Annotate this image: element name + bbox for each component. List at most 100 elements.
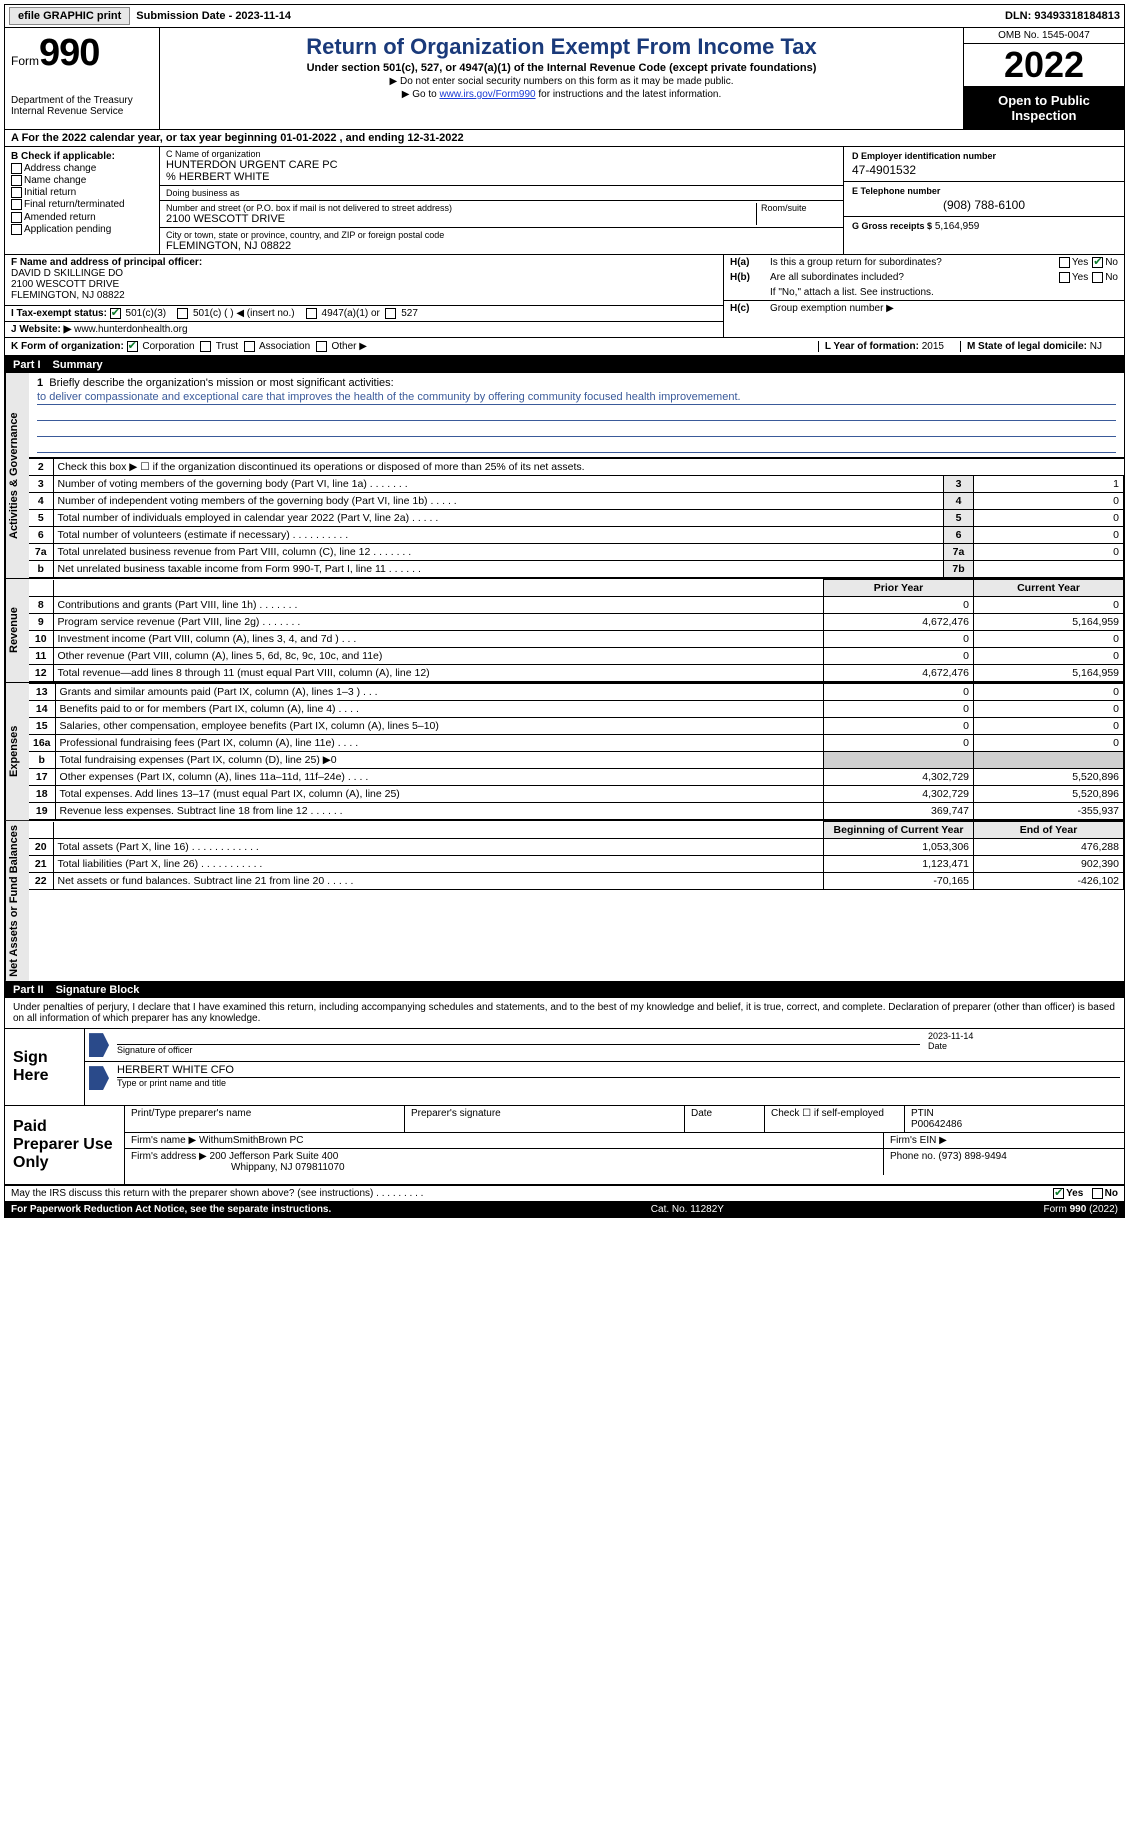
hint-suffix: for instructions and the latest informat…: [536, 89, 722, 100]
table-row: 2 Check this box ▶ ☐ if the organization…: [29, 459, 1124, 476]
row-f: F Name and address of principal officer:…: [5, 255, 723, 306]
hint-prefix: ▶ Go to: [402, 89, 440, 100]
officer-sig-field[interactable]: Signature of officer: [113, 1029, 924, 1061]
cb-4947[interactable]: [306, 308, 317, 319]
no-label: No: [1105, 1188, 1118, 1199]
ptin-cell: PTIN P00642486: [905, 1106, 1124, 1132]
hint-ssn: ▶ Do not enter social security numbers o…: [168, 76, 955, 87]
ein-value: 47-4901532: [852, 161, 1116, 177]
netassets-table: Beginning of Current YearEnd of Year 20T…: [29, 821, 1124, 890]
vtab-netassets: Net Assets or Fund Balances: [5, 821, 29, 981]
opt-assoc: Association: [259, 341, 310, 352]
cb-trust[interactable]: [200, 341, 211, 352]
dba-label: Doing business as: [166, 188, 837, 198]
cb-527[interactable]: [385, 308, 396, 319]
suite-label: Room/suite: [761, 203, 837, 213]
officer-name-row: HERBERT WHITE CFO Type or print name and…: [85, 1062, 1124, 1094]
form-word: Form: [11, 54, 39, 68]
form-ref: Form 990 (2022): [1044, 1204, 1118, 1215]
discuss-no-cb[interactable]: [1092, 1188, 1103, 1199]
l-label: L Year of formation:: [825, 341, 919, 352]
opt-527: 527: [401, 308, 418, 319]
discuss-yes-cb[interactable]: [1053, 1188, 1064, 1199]
opt-501c3: 501(c)(3): [126, 308, 167, 319]
firm-phone-label: Phone no.: [890, 1151, 936, 1162]
efile-print-button[interactable]: efile GRAPHIC print: [9, 7, 130, 25]
hb-tag: H(b): [730, 272, 770, 283]
officer-addr1: 2100 WESCOTT DRIVE: [11, 279, 717, 290]
print-name-label: Print/Type preparer's name: [131, 1108, 398, 1119]
ha-yes[interactable]: Yes: [1059, 257, 1088, 268]
cb-application-pending[interactable]: Application pending: [11, 224, 153, 235]
cb-other[interactable]: [316, 341, 327, 352]
submission-date: Submission Date - 2023-11-14: [136, 10, 291, 22]
part-2-label: Part II: [13, 984, 44, 996]
open-to-public: Open to Public Inspection: [964, 87, 1124, 129]
cb-association[interactable]: [244, 341, 255, 352]
hb-text: Are all subordinates included?: [770, 272, 1055, 283]
cb-501c[interactable]: [177, 308, 188, 319]
vtab-activities: Activities & Governance: [5, 373, 29, 578]
firm-addr-row: Firm's address ▶ 200 Jefferson Park Suit…: [125, 1149, 1124, 1175]
dln-number: DLN: 93493318184813: [1005, 10, 1120, 22]
irs-link[interactable]: www.irs.gov/Form990: [439, 89, 535, 100]
form-title: Return of Organization Exempt From Incom…: [168, 34, 955, 60]
cb-address-change[interactable]: Address change: [11, 163, 153, 174]
sign-here-label: Sign Here: [5, 1029, 85, 1105]
cb-name-change[interactable]: Name change: [11, 175, 153, 186]
firm-ein-label: Firm's EIN ▶: [890, 1135, 947, 1146]
cb-501c3[interactable]: [110, 308, 121, 319]
form-subtitle: Under section 501(c), 527, or 4947(a)(1)…: [168, 62, 955, 74]
mission-blank-2: [37, 423, 1116, 437]
sig-date-col: 2023-11-14 Date: [924, 1029, 1124, 1061]
m-label: M State of legal domicile:: [967, 341, 1087, 352]
firm-addr-label: Firm's address ▶: [131, 1151, 207, 1162]
revenue-body: Prior YearCurrent Year 8Contributions an…: [29, 579, 1124, 682]
section-revenue: Revenue Prior YearCurrent Year 8Contribu…: [5, 579, 1124, 683]
row-j: J Website: ▶ www.hunterdonhealth.org: [5, 322, 723, 337]
cb-initial-return[interactable]: Initial return: [11, 187, 153, 198]
signature-intro: Under penalties of perjury, I declare th…: [5, 998, 1124, 1029]
paid-body: Print/Type preparer's name Preparer's si…: [125, 1106, 1124, 1184]
officer-name: DAVID D SKILLINGE DO: [11, 268, 717, 279]
firm-name-cell: Firm's name ▶ WithumSmithBrown PC: [125, 1133, 884, 1148]
column-c-org-info: C Name of organization HUNTERDON URGENT …: [160, 147, 844, 254]
l-value: 2015: [922, 341, 944, 352]
org-name: HUNTERDON URGENT CARE PC: [166, 159, 837, 171]
officer-sig-row: Signature of officer 2023-11-14 Date: [85, 1029, 1124, 1062]
row-k-label: K Form of organization:: [11, 341, 124, 352]
city-label: City or town, state or province, country…: [166, 230, 837, 240]
row-k: K Form of organization: Corporation Trus…: [5, 338, 1124, 357]
table-row: 11Other revenue (Part VIII, column (A), …: [29, 648, 1124, 665]
revenue-table: Prior YearCurrent Year 8Contributions an…: [29, 579, 1124, 682]
table-row: 12Total revenue—add lines 8 through 11 (…: [29, 665, 1124, 682]
hb-yes[interactable]: Yes: [1059, 272, 1088, 283]
firm-ein-cell: Firm's EIN ▶: [884, 1133, 1124, 1148]
department-label: Department of the Treasury Internal Reve…: [11, 95, 153, 117]
prep-sig-label: Preparer's signature: [411, 1108, 678, 1119]
org-name-label: C Name of organization: [166, 149, 837, 159]
vtab-expenses: Expenses: [5, 683, 29, 820]
discuss-yn: Yes No: [1053, 1188, 1118, 1199]
prep-sig-cell: Preparer's signature: [405, 1106, 685, 1132]
cb-amended-return[interactable]: Amended return: [11, 212, 153, 223]
column-b-checkboxes: B Check if applicable: Address change Na…: [5, 147, 160, 254]
mission-text: to deliver compassionate and exceptional…: [37, 391, 1116, 405]
cb-label: Initial return: [24, 187, 76, 198]
table-row: 5Total number of individuals employed in…: [29, 510, 1124, 527]
sign-body: Signature of officer 2023-11-14 Date HER…: [85, 1029, 1124, 1105]
mission-blank-1: [37, 407, 1116, 421]
part-1-header: Part I Summary: [5, 357, 1124, 373]
cb-final-return[interactable]: Final return/terminated: [11, 199, 153, 210]
row-f-label: F Name and address of principal officer:: [11, 257, 717, 268]
ha-no[interactable]: No: [1092, 257, 1118, 268]
table-row: 22Net assets or fund balances. Subtract …: [29, 873, 1124, 890]
cb-corporation[interactable]: [127, 341, 138, 352]
table-row: Beginning of Current YearEnd of Year: [29, 822, 1124, 839]
city-value: FLEMINGTON, NJ 08822: [166, 240, 837, 252]
part-2-header: Part II Signature Block: [5, 982, 1124, 998]
firm-phone-value: (973) 898-9494: [938, 1151, 1006, 1162]
hb-no[interactable]: No: [1092, 272, 1118, 283]
self-employed-label: Check ☐ if self-employed: [771, 1108, 898, 1119]
type-name-label: Type or print name and title: [117, 1078, 226, 1088]
